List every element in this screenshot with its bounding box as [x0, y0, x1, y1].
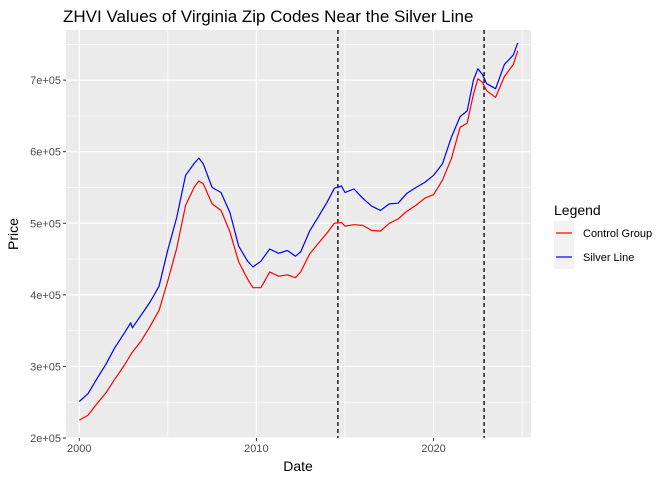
x-tick-label: 2010 [244, 443, 268, 455]
y-axis-title: Price [5, 218, 21, 250]
plot-panel [66, 30, 531, 438]
series-lines [78, 42, 519, 421]
y-tick-label: 2e+05 [30, 433, 61, 445]
legend-label: Control Group [583, 228, 652, 240]
legend-items: Control Group Silver Line [554, 221, 652, 269]
x-axis-title: Date [283, 458, 313, 474]
series-line-control-group [79, 50, 519, 421]
series-line-silver-line [78, 42, 519, 402]
minor-gridlines [66, 30, 531, 438]
chart-title: ZHVI Values of Virginia Zip Codes Near t… [63, 7, 473, 26]
legend: Legend Control Group Silver Line [554, 202, 652, 269]
x-tick-label: 2000 [67, 443, 91, 455]
y-tick-label: 4e+05 [30, 290, 61, 302]
y-tick-label: 5e+05 [30, 218, 61, 230]
x-axis: 2000 2010 2020 [67, 438, 446, 455]
y-tick-label: 3e+05 [30, 361, 61, 373]
y-tick-label: 6e+05 [30, 147, 61, 159]
x-tick-label: 2020 [421, 443, 445, 455]
y-axis: 2e+05 3e+05 4e+05 5e+05 6e+05 7e+05 [30, 75, 66, 445]
reference-lines [337, 30, 485, 438]
legend-label: Silver Line [583, 252, 634, 264]
y-tick-label: 7e+05 [30, 75, 61, 87]
legend-title: Legend [554, 202, 601, 218]
major-gridlines [66, 30, 531, 439]
